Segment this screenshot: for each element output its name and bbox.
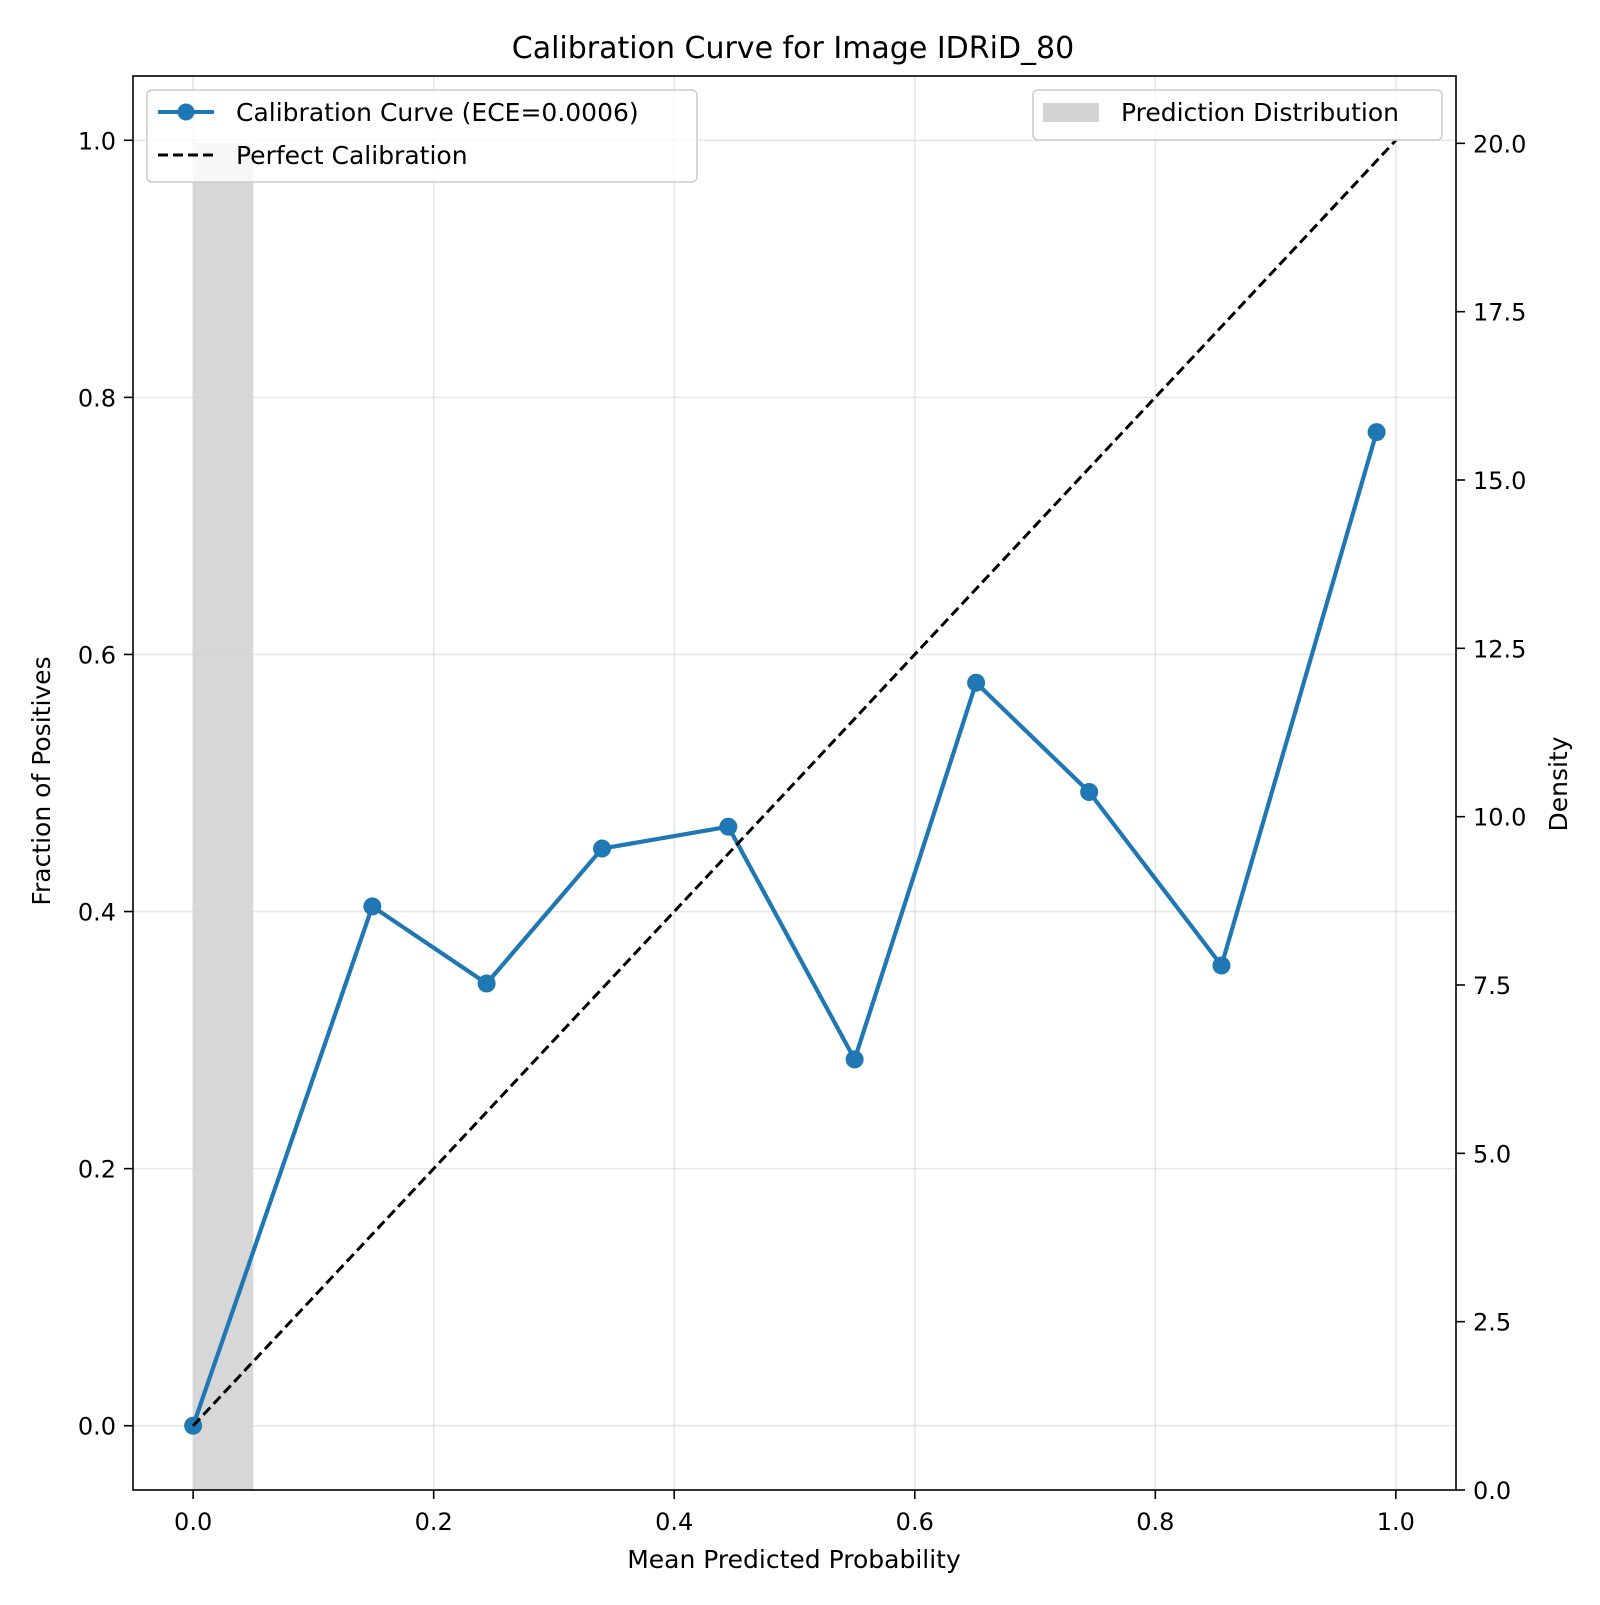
y-tick-label: 0.8 [78, 384, 116, 412]
y2-tick-label: 0.0 [1473, 1477, 1511, 1505]
y2-tick-label: 20.0 [1473, 130, 1526, 158]
y-tick-label: 0.0 [78, 1413, 116, 1441]
legend-calibration-label: Calibration Curve (ECE=0.0006) [236, 98, 639, 127]
perfect-calibration-line [193, 140, 1396, 1425]
y2-tick-label: 17.5 [1473, 299, 1526, 327]
calibration-point [593, 840, 611, 858]
x-axis-label: Mean Predicted Probability [627, 1545, 961, 1574]
y2-tick-label: 5.0 [1473, 1140, 1511, 1168]
x-tick-label: 0.4 [655, 1508, 693, 1536]
x-tick-label: 0.6 [896, 1508, 934, 1536]
calibration-point [363, 897, 381, 915]
y-tick-label: 1.0 [78, 127, 116, 155]
x-tick-label: 0.0 [174, 1508, 212, 1536]
calibration-point [1080, 783, 1098, 801]
calibration-point [719, 818, 737, 836]
histogram-layer [193, 143, 253, 1490]
y2-tick-label: 12.5 [1473, 635, 1526, 663]
legend-distribution-label: Prediction Distribution [1121, 98, 1399, 127]
y-axis-label: Fraction of Positives [27, 656, 56, 905]
calibration-point [846, 1050, 864, 1068]
y2-axis-ticks: 0.0 2.5 5.0 7.5 10.0 12.5 15.0 17.5 20.0 [1456, 130, 1526, 1505]
legend-distribution-swatch [1043, 103, 1099, 122]
calibration-curve-line [193, 432, 1376, 1426]
y2-tick-label: 2.5 [1473, 1309, 1511, 1337]
calibration-point [1212, 957, 1230, 975]
y-tick-label: 0.4 [78, 899, 116, 927]
y-tick-label: 0.2 [78, 1156, 116, 1184]
legend-left: Calibration Curve (ECE=0.0006) Perfect C… [147, 90, 697, 182]
chart-title: Calibration Curve for Image IDRiD_80 [512, 31, 1075, 66]
calibration-point [1368, 423, 1386, 441]
legend-perfect-label: Perfect Calibration [236, 141, 468, 170]
y2-tick-label: 15.0 [1473, 467, 1526, 495]
x-axis-ticks: 0.0 0.2 0.4 0.6 0.8 1.0 [174, 1490, 1415, 1536]
x-tick-label: 1.0 [1377, 1508, 1415, 1536]
y2-tick-label: 7.5 [1473, 972, 1511, 1000]
calibration-point [967, 674, 985, 692]
legend-right: Prediction Distribution [1033, 90, 1442, 140]
histogram-bar [193, 143, 253, 1490]
y-axis-ticks: 0.0 0.2 0.4 0.6 0.8 1.0 [78, 127, 133, 1440]
legend-calibration-marker-swatch [178, 104, 195, 121]
y2-tick-label: 10.0 [1473, 804, 1526, 832]
calibration-point [478, 975, 496, 993]
x-tick-label: 0.8 [1136, 1508, 1174, 1536]
x-tick-label: 0.2 [415, 1508, 453, 1536]
y2-axis-label: Density [1544, 736, 1573, 831]
line-layer [184, 140, 1396, 1434]
y-tick-label: 0.6 [78, 641, 116, 669]
